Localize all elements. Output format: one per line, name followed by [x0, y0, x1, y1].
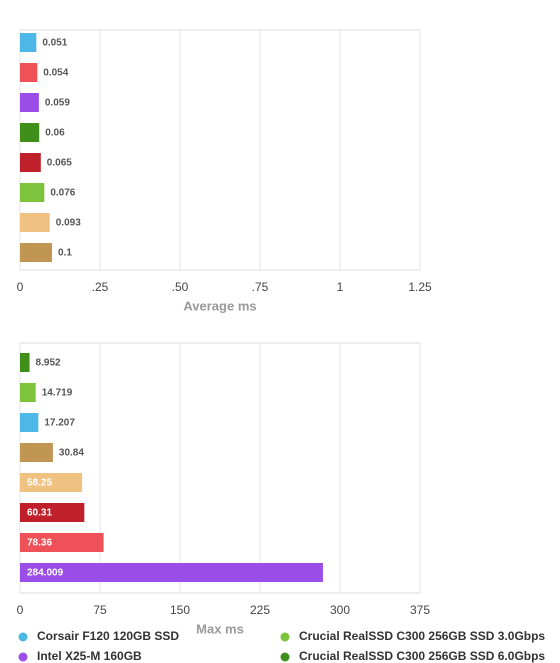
- legend-marker: [280, 652, 290, 662]
- plot-area: [19, 29, 421, 271]
- bar: [20, 503, 85, 522]
- value-label: 58.25: [27, 478, 52, 489]
- legend-label: Intel X25-M 160GB: [37, 649, 142, 663]
- value-label: 0.093: [56, 218, 81, 229]
- bar: [20, 63, 38, 82]
- bar: [20, 353, 30, 372]
- x-axis-title: Max ms: [196, 621, 244, 636]
- value-label: 0.065: [47, 158, 72, 169]
- value-label: 0.059: [45, 98, 70, 109]
- bar: [20, 123, 40, 142]
- bar: [20, 563, 323, 582]
- x-tick-label: 375: [410, 603, 430, 617]
- value-label: 0.051: [42, 38, 67, 49]
- bar: [20, 213, 50, 232]
- legend-label: Crucial RealSSD C300 256GB SSD 3.0Gbps: [299, 629, 545, 643]
- x-tick-label: 75: [93, 603, 107, 617]
- x-tick-label: 0: [17, 280, 24, 294]
- x-tick-label: .25: [92, 280, 109, 294]
- bar: [20, 33, 37, 52]
- x-tick-label: .50: [172, 280, 189, 294]
- value-label: 8.952: [36, 358, 61, 369]
- value-label: 14.719: [42, 388, 73, 399]
- value-label: 0.06: [45, 128, 65, 139]
- bar: [20, 443, 53, 462]
- x-tick-label: 225: [250, 603, 270, 617]
- bar: [20, 93, 39, 112]
- x-axis-title: Average ms: [183, 298, 256, 313]
- value-label: 0.076: [50, 188, 75, 199]
- bar: [20, 473, 83, 492]
- x-tick-label: 1: [337, 280, 344, 294]
- bar: [20, 153, 41, 172]
- bar: [20, 243, 52, 262]
- bar: [20, 383, 36, 402]
- x-tick-label: 300: [330, 603, 350, 617]
- value-label: 17.207: [44, 418, 75, 429]
- bar: [20, 413, 39, 432]
- value-label: 284.009: [27, 568, 64, 579]
- legend-marker: [18, 632, 28, 642]
- x-tick-label: 0: [17, 603, 24, 617]
- value-label: 78.36: [27, 538, 52, 549]
- bar: [20, 183, 45, 202]
- value-label: 0.1: [58, 248, 72, 259]
- legend-label: Crucial RealSSD C300 256GB SSD 6.0Gbps: [299, 649, 545, 663]
- value-label: 60.31: [27, 508, 52, 519]
- x-tick-label: 150: [170, 603, 190, 617]
- x-tick-label: 1.25: [408, 280, 432, 294]
- bar: [20, 533, 104, 552]
- value-label: 30.84: [59, 448, 84, 459]
- legend-label: Corsair F120 120GB SSD: [37, 629, 179, 643]
- legend-marker: [280, 632, 290, 642]
- x-tick-label: .75: [252, 280, 269, 294]
- plot-area: [19, 342, 421, 594]
- legend-marker: [18, 652, 28, 662]
- value-label: 0.054: [43, 68, 68, 79]
